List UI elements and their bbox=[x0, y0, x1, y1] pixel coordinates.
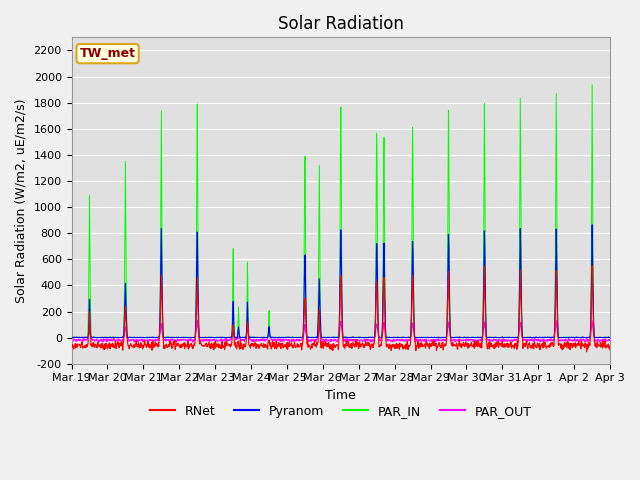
Y-axis label: Solar Radiation (W/m2, uE/m2/s): Solar Radiation (W/m2, uE/m2/s) bbox=[15, 98, 28, 303]
X-axis label: Time: Time bbox=[326, 389, 356, 402]
Legend: RNet, Pyranom, PAR_IN, PAR_OUT: RNet, Pyranom, PAR_IN, PAR_OUT bbox=[145, 400, 537, 423]
Title: Solar Radiation: Solar Radiation bbox=[278, 15, 404, 33]
Text: TW_met: TW_met bbox=[79, 47, 136, 60]
